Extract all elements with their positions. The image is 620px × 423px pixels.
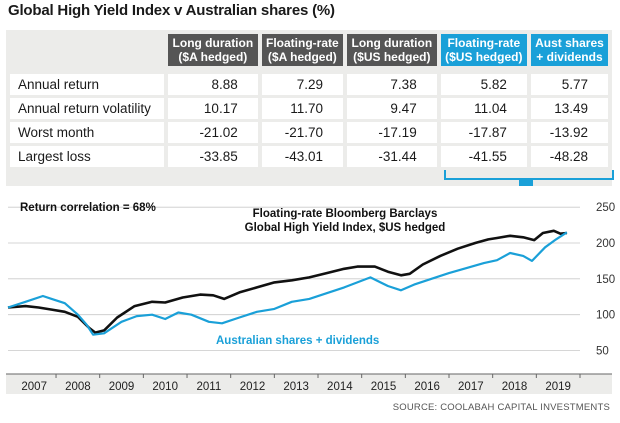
x-tick-label: 2018 bbox=[502, 381, 528, 393]
col-header-line: Floating-rate bbox=[447, 36, 521, 50]
row-label: Worst month bbox=[10, 122, 164, 146]
table-header-row: Long duration ($A hedged) Floating-rate ($… bbox=[10, 34, 608, 66]
table-cell: 10.17 bbox=[168, 98, 258, 122]
x-tick-label: 2010 bbox=[152, 381, 178, 393]
x-tick-label: 2015 bbox=[371, 381, 397, 393]
table-cell: -17.19 bbox=[346, 122, 437, 146]
y-tick-label: 250 bbox=[596, 202, 615, 214]
col-header-line: ($A hedged) bbox=[178, 50, 248, 64]
y-tick-label: 150 bbox=[596, 274, 615, 286]
table-row: Largest loss -33.85 -43.01 -31.44 -41.55… bbox=[10, 146, 608, 170]
col-header-line: Aust shares bbox=[535, 36, 604, 50]
x-tick-label: 2017 bbox=[458, 381, 484, 393]
table-cell: -31.44 bbox=[346, 146, 437, 170]
y-tick-label: 50 bbox=[596, 346, 609, 358]
col-header-3: Long duration ($US hedged) bbox=[346, 34, 437, 66]
x-tick-label: 2007 bbox=[21, 381, 47, 393]
y-tick-label: 200 bbox=[596, 238, 615, 250]
x-tick-label: 2016 bbox=[414, 381, 440, 393]
y-tick-label: 100 bbox=[596, 310, 615, 322]
col-header-line: + dividends bbox=[536, 50, 603, 64]
x-tick-label: 2008 bbox=[65, 381, 91, 393]
plot-area bbox=[6, 186, 612, 374]
col-header-4: Floating-rate ($US hedged) bbox=[440, 34, 527, 66]
table-cell: 11.04 bbox=[440, 98, 527, 122]
table-cell: 7.29 bbox=[261, 66, 343, 98]
table-cell: -17.87 bbox=[440, 122, 527, 146]
table-cell: -21.02 bbox=[168, 122, 258, 146]
table-cell: 11.70 bbox=[261, 98, 343, 122]
table-cell: -43.01 bbox=[261, 146, 343, 170]
table-row: Worst month -21.02 -21.70 -17.19 -17.87 … bbox=[10, 122, 608, 146]
table-cell: 5.82 bbox=[440, 66, 527, 98]
col-header-5: Aust shares + dividends bbox=[530, 34, 608, 66]
series-line-aust-shares bbox=[7, 231, 568, 336]
series-label-aust-shares: Australian shares + dividends bbox=[216, 335, 379, 347]
x-tick-label: 2012 bbox=[240, 381, 266, 393]
x-tick-label: 2019 bbox=[545, 381, 571, 393]
series-label-high-yield: Floating-rate Bloomberg Barclays bbox=[253, 208, 438, 220]
row-label: Annual return bbox=[10, 66, 164, 98]
col-header-line: Long duration bbox=[351, 36, 433, 50]
table-cell: -48.28 bbox=[530, 146, 608, 170]
col-header-line: ($A hedged) bbox=[267, 50, 337, 64]
table-cell: -41.55 bbox=[440, 146, 527, 170]
stats-table: Long duration ($A hedged) Floating-rate ($… bbox=[6, 34, 612, 170]
table-row: Annual return 8.88 7.29 7.38 5.82 5.77 bbox=[10, 66, 608, 98]
col-header-line: ($US hedged) bbox=[445, 50, 523, 64]
col-header-line: Long duration bbox=[172, 36, 254, 50]
row-label: Largest loss bbox=[10, 146, 164, 170]
table-cell: -13.92 bbox=[530, 122, 608, 146]
highlight-bracket bbox=[444, 170, 614, 180]
table-cell: 7.38 bbox=[346, 66, 437, 98]
chart-title: Global High Yield Index v Australian sha… bbox=[8, 2, 335, 19]
table-cell: -21.70 bbox=[261, 122, 343, 146]
table-cell: 8.88 bbox=[168, 66, 258, 98]
x-tick-label: 2009 bbox=[109, 381, 135, 393]
table-cell: 9.47 bbox=[346, 98, 437, 122]
correlation-annotation: Return correlation = 68% bbox=[20, 202, 156, 214]
source-note: SOURCE: COOLABAH CAPITAL INVESTMENTS bbox=[392, 402, 610, 413]
series-line-high-yield bbox=[7, 229, 568, 334]
col-header-line: Floating-rate bbox=[266, 36, 339, 50]
table-cell: 13.49 bbox=[530, 98, 608, 122]
col-header-line: ($US hedged) bbox=[353, 50, 431, 64]
x-tick-label: 2011 bbox=[196, 381, 221, 393]
series-label-high-yield: Global High Yield Index, $US hedged bbox=[245, 222, 446, 234]
x-tick-label: 2013 bbox=[283, 381, 309, 393]
row-label: Annual return volatility bbox=[10, 98, 164, 122]
table-cell: 5.77 bbox=[530, 66, 608, 98]
table-cell: -33.85 bbox=[168, 146, 258, 170]
x-tick-label: 2014 bbox=[327, 381, 353, 393]
table-row: Annual return volatility 10.17 11.70 9.4… bbox=[10, 98, 608, 122]
col-header-1: Long duration ($A hedged) bbox=[168, 34, 258, 66]
col-header-2: Floating-rate ($A hedged) bbox=[261, 34, 343, 66]
